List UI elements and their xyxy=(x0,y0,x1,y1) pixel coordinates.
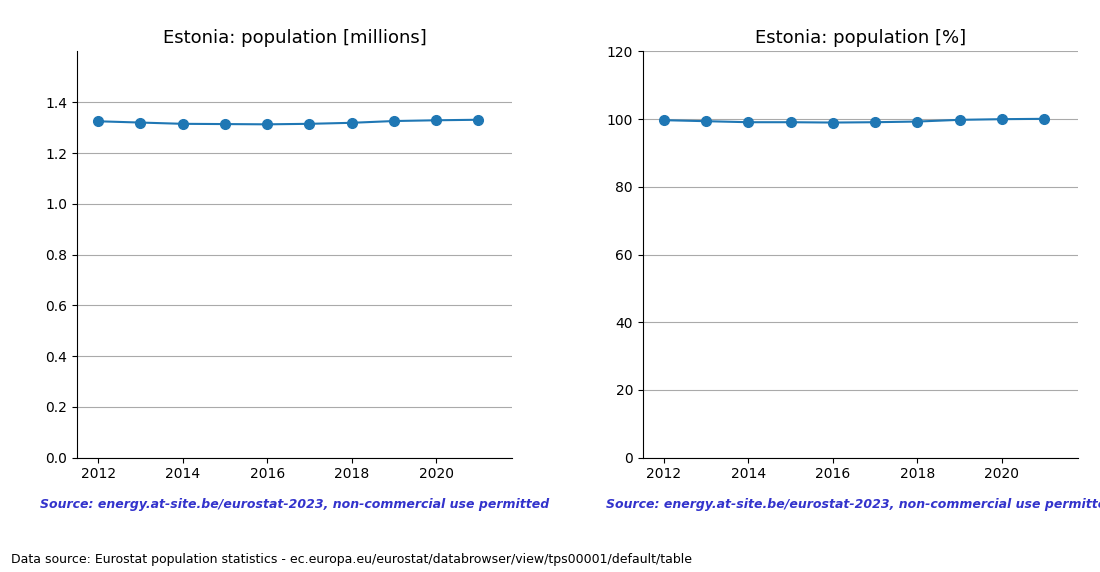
Text: Source: energy.at-site.be/eurostat-2023, non-commercial use permitted: Source: energy.at-site.be/eurostat-2023,… xyxy=(606,498,1100,511)
Title: Estonia: population [millions]: Estonia: population [millions] xyxy=(163,29,427,47)
Title: Estonia: population [%]: Estonia: population [%] xyxy=(755,29,966,47)
Text: Source: energy.at-site.be/eurostat-2023, non-commercial use permitted: Source: energy.at-site.be/eurostat-2023,… xyxy=(40,498,549,511)
Text: Data source: Eurostat population statistics - ec.europa.eu/eurostat/databrowser/: Data source: Eurostat population statist… xyxy=(11,553,692,566)
